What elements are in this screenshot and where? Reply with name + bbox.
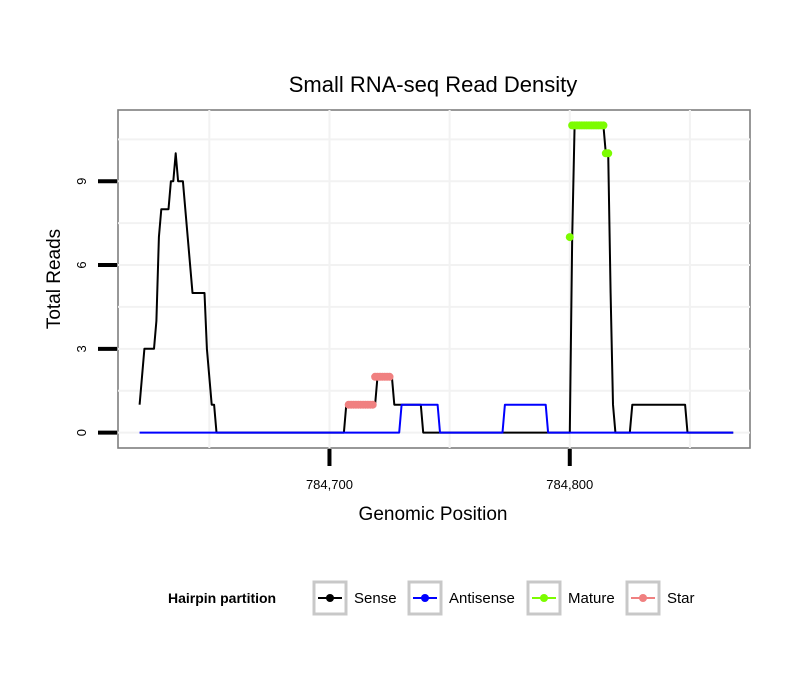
legend-key-point-sense <box>326 594 334 602</box>
y-tick-label: 0 <box>74 429 89 436</box>
legend: Hairpin partition Sense Antisense Mature St… <box>168 580 695 616</box>
mature-point <box>599 121 608 130</box>
mature-point <box>565 233 574 242</box>
mature-point <box>604 149 613 158</box>
antisense-series-line <box>139 403 734 434</box>
grid-lines <box>118 110 750 448</box>
x-tick-label: 784,700 <box>306 477 353 492</box>
legend-label-star: Star <box>667 590 695 607</box>
legend-key-point-antisense <box>421 594 429 602</box>
y-tick-label: 3 <box>74 345 89 352</box>
series-layer <box>138 121 734 434</box>
chart-title: Small RNA-seq Read Density <box>289 72 578 97</box>
legend-label-mature: Mature <box>568 590 615 607</box>
axes: 0 3 6 9 784,700 784,800 <box>74 178 593 492</box>
legend-key-point-mature <box>540 594 548 602</box>
legend-label-antisense: Antisense <box>449 590 515 607</box>
plot-panel <box>117 109 751 449</box>
legend-label-sense: Sense <box>354 590 397 607</box>
legend-key-point-star <box>639 594 647 602</box>
star-point <box>368 400 377 409</box>
x-tick-label: 784,800 <box>546 477 593 492</box>
legend-title: Hairpin partition <box>168 590 276 606</box>
star-point <box>385 372 394 381</box>
x-axis-title: Genomic Position <box>359 504 508 525</box>
sense-series-line <box>138 124 734 434</box>
y-tick-label: 9 <box>74 178 89 185</box>
y-axis-title: Total Reads <box>44 229 65 329</box>
y-tick-label: 6 <box>74 261 89 268</box>
